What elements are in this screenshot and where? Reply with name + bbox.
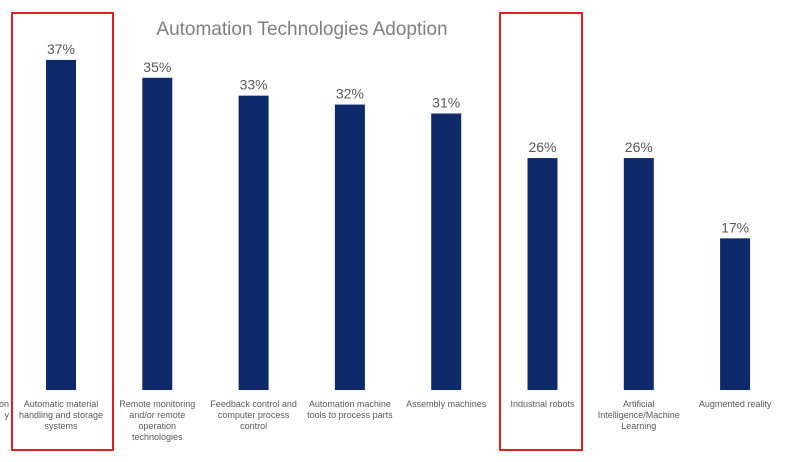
category-label: Learning — [621, 421, 656, 431]
bar — [142, 77, 173, 391]
data-label: 37% — [47, 41, 75, 57]
category-label: handling and storage — [19, 410, 103, 420]
partial-category-label-line: on — [0, 399, 9, 409]
data-label: 33% — [240, 77, 268, 93]
data-label: 32% — [336, 86, 364, 102]
data-label: 26% — [528, 139, 556, 155]
category-label: Assembly machines — [406, 399, 487, 409]
category-label: control — [240, 421, 267, 431]
bar — [46, 59, 76, 391]
bars-group — [46, 59, 751, 391]
category-label: and/or remote — [129, 410, 185, 420]
category-label: Intelligence/Machine — [598, 410, 680, 420]
category-label: Remote monitoring — [119, 399, 195, 409]
category-label: tools to process parts — [307, 410, 393, 420]
bar — [623, 158, 654, 390]
data-label: 35% — [143, 59, 171, 75]
category-label: systems — [44, 421, 78, 431]
partial-category-label-line: y — [5, 410, 10, 420]
highlight-boxes-group — [11, 12, 583, 451]
category-label: Artificial — [623, 399, 655, 409]
bar — [431, 113, 462, 390]
data-label: 31% — [432, 94, 460, 110]
category-label: Automatic material — [24, 399, 99, 409]
highlight-box — [499, 12, 583, 451]
category-label: Automation machine — [309, 399, 391, 409]
partial-category-label: ony — [0, 399, 10, 420]
category-label: Augmented reality — [699, 399, 772, 409]
highlight-box — [11, 12, 114, 451]
category-label: computer process — [218, 410, 290, 420]
data-label: 17% — [721, 219, 749, 235]
chart-title: Automation Technologies Adoption — [156, 19, 447, 40]
data-label: 26% — [625, 139, 653, 155]
bar — [527, 158, 558, 390]
bar — [334, 104, 365, 390]
bar — [720, 238, 751, 390]
category-label: operation — [139, 421, 177, 431]
category-label: Feedback control and — [210, 399, 297, 409]
data-labels-group: 37% 35% 33% 32% 31% 26% 26% 17% — [47, 41, 749, 235]
category-label: Industrial robots — [510, 399, 575, 409]
category-label: technologies — [132, 432, 183, 442]
bar — [238, 95, 269, 390]
